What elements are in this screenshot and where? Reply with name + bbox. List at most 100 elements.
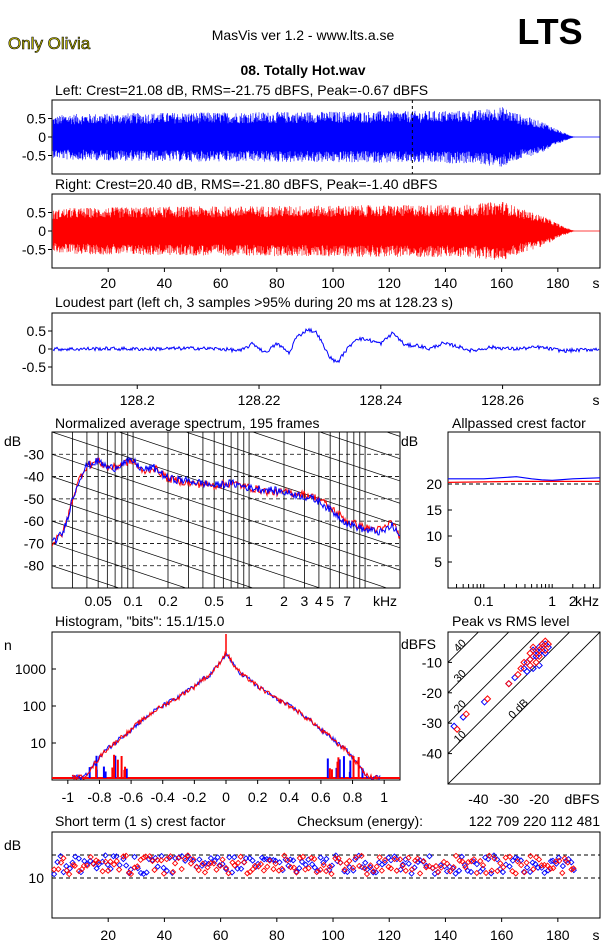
short-crest-xtick-label: 80 — [269, 927, 285, 943]
short-crest-point — [120, 853, 127, 860]
peakrms-point — [505, 679, 513, 688]
short-crest-point — [497, 860, 504, 867]
short-crest-point — [151, 866, 158, 874]
short-crest-point — [356, 862, 363, 870]
right-xtick-label: 120 — [378, 275, 402, 291]
left-ytick-label: -0.5 — [22, 148, 46, 164]
short-crest-point — [205, 860, 212, 868]
left-ytick-label: 0.5 — [27, 111, 47, 127]
peakrms-point — [450, 722, 458, 730]
short-crest-point — [123, 862, 130, 869]
histogram-xtick-label: -0.6 — [119, 789, 143, 805]
short-crest-point — [276, 859, 283, 866]
short-crest-point — [514, 858, 521, 865]
short-crest-point — [237, 853, 244, 860]
short-crest-point — [500, 864, 507, 871]
peakrms-ylabel: dBFS — [401, 636, 436, 652]
peakrms-ytick-label: -30 — [422, 715, 442, 731]
short-crest-point — [63, 867, 70, 874]
peakrms-point — [541, 646, 549, 654]
short-crest-plot: 10 20 40 60 80 100 120 140 160 180 s — [28, 852, 600, 943]
short-crest-point — [459, 858, 466, 865]
short-crest-point — [140, 854, 147, 861]
peakrms-xtick-label: -40 — [468, 791, 488, 807]
short-crest-point — [272, 860, 279, 867]
peakrms-point — [523, 667, 531, 676]
short-crest-point — [465, 858, 472, 866]
allpassed-series-line — [448, 476, 601, 482]
short-crest-point — [535, 856, 543, 863]
spectrum-slope-gridline — [52, 498, 321, 588]
short-crest-point — [506, 853, 513, 860]
peakrms-diagonal — [448, 632, 571, 755]
peakrms-point — [526, 655, 534, 664]
short-crest-point — [257, 860, 265, 868]
left-wave-panel: Left: Crest=21.08 dB, RMS=-21.75 dBFS, P… — [22, 82, 601, 175]
spectrum-series-line — [52, 456, 400, 546]
short-crest-point — [414, 855, 421, 862]
peakrms-diagonal-label: 20 — [452, 698, 469, 715]
histogram-xtick-label: -1 — [62, 789, 75, 805]
peakrms-diagonal-label: 0 dB — [506, 697, 530, 721]
short-crest-point — [452, 870, 459, 877]
short-crest-point — [550, 864, 557, 872]
short-crest-point — [440, 858, 448, 866]
short-crest-ylabel: dB — [4, 837, 21, 853]
short-crest-point — [490, 852, 498, 859]
short-crest-point — [529, 859, 536, 866]
short-crest-point — [387, 865, 395, 872]
short-crest-point — [408, 870, 415, 877]
loudest-ytick-label: 0 — [38, 341, 46, 357]
histogram-xtick-label: 0.8 — [343, 789, 363, 805]
short-crest-point — [50, 871, 58, 878]
peakrms-point — [505, 679, 513, 688]
short-crest-point — [547, 857, 555, 865]
short-crest-point — [244, 870, 251, 877]
spectrum-slope-gridline — [52, 453, 400, 571]
histogram-xtick-label: 0.4 — [280, 789, 300, 805]
short-crest-point — [482, 854, 489, 861]
short-crest-point — [211, 857, 218, 865]
short-crest-point — [512, 870, 519, 877]
short-crest-point — [420, 857, 427, 865]
short-crest-point — [450, 864, 457, 871]
spectrum-series-line — [52, 457, 400, 547]
spectrum-slope-gridline — [318, 432, 400, 460]
short-crest-point — [260, 856, 268, 863]
spectrum-slope-gridline — [52, 432, 400, 549]
spectrum-xtick-label: 4 — [315, 593, 323, 609]
short-crest-point — [414, 858, 422, 866]
peakrms-xtick-label: -20 — [529, 791, 549, 807]
short-crest-point — [189, 856, 197, 863]
short-crest-point — [311, 855, 318, 863]
short-crest-point — [83, 860, 91, 868]
short-crest-point — [235, 859, 242, 867]
short-crest-point — [55, 866, 62, 873]
short-crest-point — [402, 867, 409, 874]
short-crest-point — [411, 864, 418, 871]
short-crest-point — [217, 862, 224, 869]
left-wave-title: Left: Crest=21.08 dB, RMS=-21.75 dBFS, P… — [55, 82, 428, 98]
short-crest-point — [363, 870, 371, 878]
short-crest-point — [154, 863, 161, 870]
short-crest-point — [284, 857, 291, 864]
right-ytick-label: -0.5 — [22, 242, 46, 258]
spectrum-slope-gridline — [52, 520, 254, 588]
short-crest-point — [530, 866, 537, 873]
short-crest-xtick-label: 180 — [546, 927, 570, 943]
short-crest-point — [559, 862, 567, 870]
short-crest-point — [213, 866, 220, 873]
peakrms-diagonal-label: 10 — [452, 728, 469, 745]
right-xtick-label: 80 — [269, 275, 285, 291]
short-crest-point — [131, 853, 138, 861]
short-crest-point — [199, 860, 206, 867]
allpassed-ylabel: dB — [401, 433, 418, 449]
short-crest-point — [120, 855, 127, 863]
loudest-waveform — [52, 327, 600, 364]
short-crest-point — [296, 854, 303, 862]
short-crest-point — [452, 852, 460, 859]
short-crest-point — [95, 858, 102, 866]
short-crest-point — [326, 863, 333, 870]
peakrms-point — [529, 643, 537, 651]
spectrum-slope-gridline — [52, 543, 188, 588]
